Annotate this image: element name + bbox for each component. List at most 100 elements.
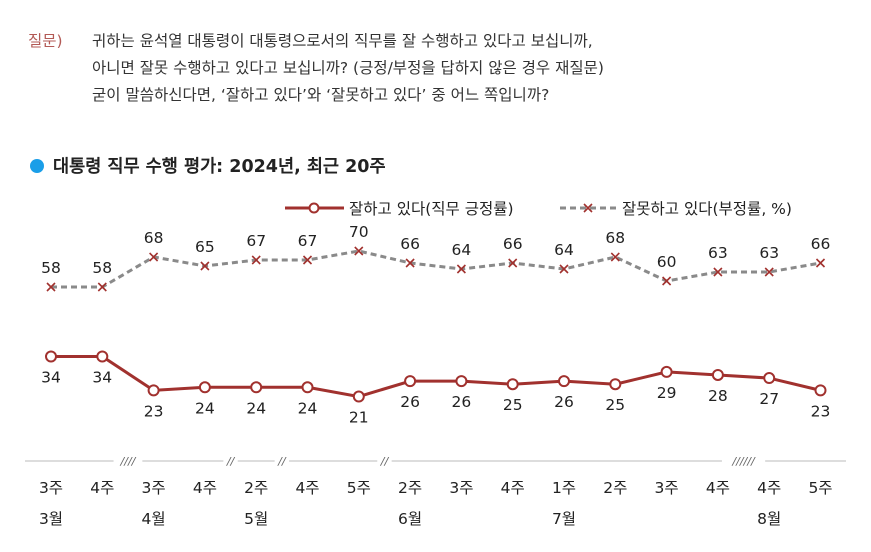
x-tick-label: 4주: [757, 479, 781, 497]
negative-point-marker: [662, 276, 672, 286]
positive-point-marker: [763, 372, 776, 385]
x-tick-label: 3주: [449, 479, 473, 497]
positive-data-label: 34: [92, 369, 112, 387]
series-positive-line: [51, 355, 821, 399]
legend-negative-label: 잘못하고 있다(부정률, %): [622, 200, 792, 218]
positive-point-marker: [455, 375, 468, 388]
negative-point-marker: [559, 264, 569, 274]
negative-data-label: 64: [554, 241, 574, 259]
negative-data-label: 64: [452, 241, 472, 259]
negative-point-marker: [302, 255, 313, 265]
negative-data-label: 58: [41, 259, 61, 277]
axis-break-mark: //: [380, 455, 390, 468]
x-month-label: 3월: [39, 510, 63, 528]
negative-data-label: 63: [759, 244, 779, 262]
negative-data-label: 67: [246, 232, 266, 250]
x-tick-label: 1주: [552, 479, 576, 497]
positive-data-label: 23: [811, 402, 831, 420]
x-tick-label: 4주: [295, 479, 319, 497]
bullet-dot-icon: [30, 158, 44, 173]
x-tick-label: 4주: [90, 479, 114, 497]
x-tick-label: 4주: [193, 479, 217, 497]
series-negative-line: [51, 249, 821, 289]
x-month-label: 7월: [552, 510, 576, 528]
positive-data-label: 34: [41, 369, 61, 387]
negative-point-marker: [815, 258, 826, 268]
x-tick-label: 4주: [501, 479, 525, 497]
positive-point-marker: [660, 365, 673, 378]
positive-point-marker: [147, 384, 160, 397]
question-line-3: 굳이 말씀하신다면, ‘잘하고 있다’와 ‘잘못하고 있다’ 중 어느 쪽입니까…: [92, 86, 550, 104]
x-tick-label: 5주: [808, 479, 832, 497]
positive-point-marker: [352, 390, 365, 403]
x-tick-label: 4주: [706, 479, 730, 497]
negative-point-marker: [405, 258, 415, 268]
legend-positive-label: 잘하고 있다(직무 긍정률): [349, 200, 514, 218]
x-month-label: 5월: [244, 510, 268, 528]
negative-data-label: 67: [298, 232, 318, 250]
positive-point-marker: [45, 350, 57, 363]
negative-data-label: 66: [811, 235, 831, 253]
negative-data-label: 58: [92, 259, 112, 277]
positive-data-label: 26: [554, 393, 574, 411]
positive-data-label: 28: [708, 387, 728, 405]
positive-data-label: 24: [246, 399, 266, 417]
negative-data-label: 65: [195, 238, 215, 256]
axis-break-gap: [721, 460, 766, 462]
positive-point-marker: [609, 378, 622, 391]
positive-point-marker: [404, 375, 417, 388]
negative-point-marker: [200, 261, 210, 271]
negative-data-label: 60: [657, 253, 677, 271]
legend-positive-marker: [308, 202, 320, 214]
x-tick-label: 5주: [347, 479, 371, 497]
axis-break-gap: [274, 460, 290, 462]
negative-point-marker: [764, 267, 774, 277]
legend-negative-marker: [583, 203, 593, 213]
x-month-label: 4월: [142, 510, 166, 528]
axis-break-gap: [377, 460, 392, 462]
positive-point-marker: [198, 381, 211, 394]
positive-data-label: 23: [144, 402, 164, 420]
positive-data-label: 24: [298, 399, 318, 417]
negative-point-marker: [46, 282, 56, 292]
chart-title-text: 대통령 직무 수행 평가: 2024년, 최근 20주: [53, 157, 386, 177]
axis-break-mark: ////: [120, 455, 137, 468]
negative-point-marker: [354, 246, 364, 256]
negative-point-marker: [149, 252, 159, 262]
positive-data-label: 21: [349, 409, 369, 427]
negative-data-label: 68: [144, 229, 164, 247]
negative-data-label: 66: [503, 235, 523, 253]
axis-break-gap: [113, 460, 143, 462]
positive-data-label: 25: [605, 396, 625, 414]
negative-point-marker: [251, 255, 261, 265]
positive-point-marker: [96, 350, 109, 363]
negative-point-marker: [610, 252, 620, 262]
x-tick-label: 3주: [39, 479, 63, 497]
x-month-label: 6월: [398, 510, 422, 528]
positive-point-marker: [506, 378, 519, 391]
positive-data-label: 25: [503, 396, 523, 414]
x-tick-label: 2주: [398, 479, 422, 497]
x-tick-label: 2주: [603, 479, 627, 497]
positive-point-marker: [301, 381, 314, 394]
negative-point-marker: [97, 282, 107, 292]
positive-data-label: 29: [657, 384, 677, 402]
question-line-1: 귀하는 윤석열 대통령이 대통령으로서의 직무를 잘 수행하고 있다고 보십니까…: [92, 32, 593, 50]
negative-data-label: 66: [400, 235, 420, 253]
positive-point-marker: [814, 384, 827, 397]
positive-data-label: 27: [759, 390, 779, 408]
negative-data-label: 68: [605, 229, 625, 247]
axis-break-mark: //: [277, 455, 287, 468]
positive-data-label: 26: [452, 393, 472, 411]
axis-break-gap: [223, 460, 238, 462]
question-line-2: 아니면 잘못 수행하고 있다고 보십니까? (긍정/부정을 답하지 않은 경우 …: [92, 59, 604, 77]
x-tick-label: 3주: [142, 479, 166, 497]
x-tick-label: 2주: [244, 479, 268, 497]
negative-point-marker: [713, 267, 723, 277]
axis-break-mark: //: [226, 455, 236, 468]
positive-point-marker: [711, 368, 724, 381]
negative-point-marker: [508, 258, 518, 268]
negative-point-marker: [456, 264, 466, 274]
question-label: 질문): [28, 32, 63, 50]
